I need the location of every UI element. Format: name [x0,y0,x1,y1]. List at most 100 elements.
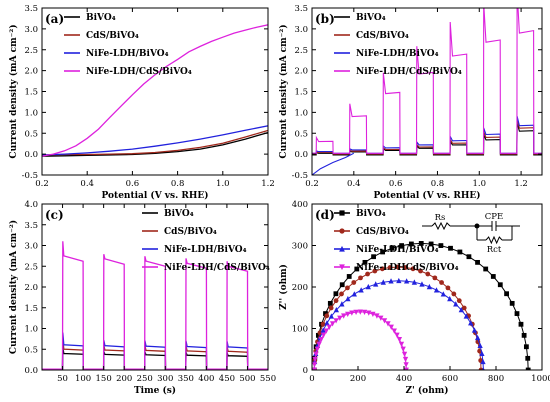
data-point [419,281,425,287]
data-point [525,367,531,370]
y-tick-label: 2.0 [24,67,38,77]
data-point [366,310,372,316]
y-tick-label: 0.5 [24,345,38,355]
data-point [408,241,414,247]
legend-label: NiFe-LDH/BiVO₄ [86,49,169,59]
data-point [312,362,318,368]
data-point [514,311,520,316]
y-tick-label: -0.5 [22,171,38,181]
data-point [403,362,409,368]
data-point [353,309,359,316]
data-point [354,266,360,272]
data-point [403,278,410,284]
data-point [345,285,350,291]
data-point [339,291,344,297]
x-tick-label: 50 [57,374,68,384]
x-axis-label: Potential (V vs. RHE) [374,190,481,201]
y-tick-label: 3.0 [24,25,38,35]
data-point [373,281,379,287]
legend-label: NiFe-LDH/CdS/BiVO₄ [86,67,192,77]
data-point [378,315,384,321]
data-point [402,356,409,363]
data-point [323,328,329,334]
data-point [351,280,357,285]
x-tick-label: 200 [116,374,132,384]
data-point [388,278,394,284]
data-point [326,324,332,330]
data-point [477,342,483,348]
resistor [431,221,451,231]
y-tick-label: 400 [292,200,308,210]
data-point [481,367,485,370]
data-point [402,265,408,270]
data-point [320,332,327,338]
plot-area [42,24,268,157]
plot-area [312,8,542,175]
data-point [371,254,376,260]
data-point [400,346,406,352]
y-tick-label: 100 [292,325,308,335]
x-tick-label: 600 [442,374,458,384]
y-axis-label: Z'' (ohm) [278,264,289,310]
data-point [372,268,378,274]
data-point [380,279,386,285]
data-point [365,271,370,277]
data-point [339,264,345,271]
legend-label: NiFe-LDH/BiVO₄ [356,245,439,255]
legend-label: NiFe-LDHCdS/BiVO₄ [356,263,459,273]
data-point [468,320,474,326]
panel-label: (d) [315,208,335,222]
y-tick-label: 2.5 [24,262,38,272]
data-point [333,291,339,297]
data-point [438,243,444,248]
y-tick-label: 1.5 [24,88,38,98]
circuit-label-rs: Rs [435,213,446,223]
y-tick-label: 1.5 [294,88,308,98]
y-tick-label: 200 [292,283,308,293]
data-point [339,210,345,216]
data-point [339,245,345,252]
data-point [523,344,529,350]
panel-1: 0.2 0.4 0.6 0.8 1.0 1.2 -0.5 0.0 0.5 1.0 1.5 2.0 2.5… [278,4,543,201]
y-tick-label: 0.0 [24,150,38,160]
data-point [410,266,416,272]
data-point [341,313,347,319]
y-axis-label: Current density (mA cm⁻²) [278,24,289,158]
data-point [425,271,431,277]
data-point [357,309,363,315]
data-point [339,301,345,307]
x-tick-label: 550 [260,374,276,384]
x-axis-label: Potential (V vs. RHE) [102,190,209,201]
data-point [387,265,393,270]
y-tick-label: 0.5 [24,129,38,139]
x-tick-label: 500 [239,374,255,384]
x-tick-label: 300 [157,374,173,384]
data-point [385,321,391,327]
data-point [345,295,351,302]
data-point [346,274,352,279]
x-tick-label: 800 [488,374,504,384]
plot-frame [311,203,543,371]
data-point [475,259,480,265]
y-tick-label: 0.5 [294,129,308,139]
x-tick-label: 100 [75,374,91,384]
data-point [418,241,424,246]
data-point [445,285,451,291]
y-tick-label: 2.0 [24,283,38,293]
data-point [457,249,463,255]
data-point [358,275,363,281]
y-axis-label: Current density (mA cm⁻²) [8,220,19,354]
data-point [396,277,402,284]
data-point [451,291,457,297]
data-point [448,245,453,251]
data-point [318,337,324,343]
y-tick-label: 3.5 [294,4,308,14]
y-tick-label: 0.0 [294,150,308,160]
data-point [483,266,489,272]
y-tick-label: 3.5 [24,221,38,231]
series-line [312,119,542,155]
panel-label: (b) [315,12,335,26]
x-tick-label: 1.2 [514,179,528,189]
data-point [466,254,472,260]
